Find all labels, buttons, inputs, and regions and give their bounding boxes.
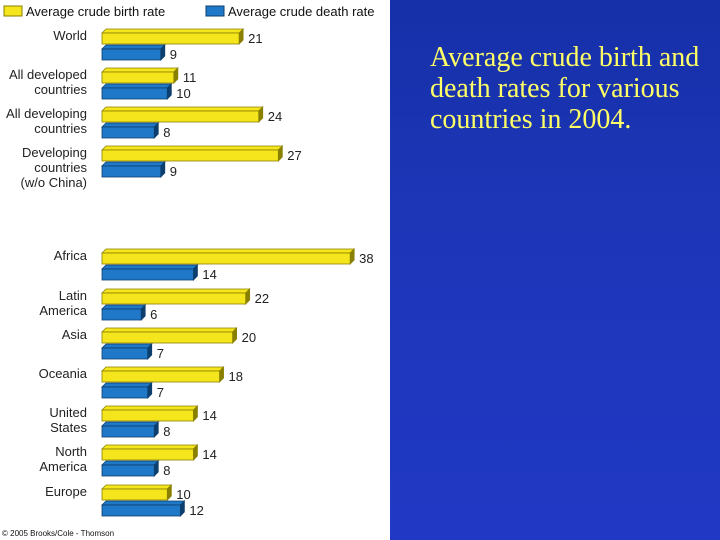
death-rate-value: 6 xyxy=(150,307,157,322)
birth-rate-bar xyxy=(101,145,284,162)
category-label: North America xyxy=(39,444,87,474)
death-rate-bar xyxy=(101,382,153,399)
death-rate-value: 14 xyxy=(202,267,216,282)
slide-caption: Average crude birth and death rates for … xyxy=(430,42,700,135)
birth-rate-value: 38 xyxy=(359,251,373,266)
legend-swatch-birth xyxy=(3,5,23,17)
death-rate-value: 9 xyxy=(170,164,177,179)
death-rate-value: 8 xyxy=(163,463,170,478)
death-rate-bar xyxy=(101,122,160,139)
death-rate-value: 8 xyxy=(163,125,170,140)
birth-rate-bar xyxy=(101,28,245,45)
death-rate-bar xyxy=(101,421,160,438)
birth-rate-value: 14 xyxy=(202,408,216,423)
death-rate-value: 10 xyxy=(176,86,190,101)
category-label: All developed countries xyxy=(9,67,88,97)
birth-rate-value: 24 xyxy=(268,109,282,124)
death-rate-value: 7 xyxy=(157,385,164,400)
category-label: World xyxy=(53,28,87,43)
death-rate-bar xyxy=(101,161,166,178)
category-label: Asia xyxy=(62,327,88,342)
bar-chart: Average crude birth rate Average crude d… xyxy=(2,4,374,538)
death-rate-value: 8 xyxy=(163,424,170,439)
death-rate-bar xyxy=(101,343,153,360)
birth-rate-value: 27 xyxy=(287,148,301,163)
category-label: Europe xyxy=(45,484,87,499)
death-rate-value: 12 xyxy=(189,503,203,518)
birth-rate-value: 11 xyxy=(183,70,197,85)
death-rate-bar xyxy=(101,460,160,477)
category-label: Developing countries (w/o China) xyxy=(21,145,88,190)
birth-rate-value: 20 xyxy=(242,330,256,345)
category-label: All developing countries xyxy=(6,106,87,136)
birth-rate-value: 14 xyxy=(202,447,216,462)
birth-rate-bar xyxy=(101,67,179,84)
legend: Average crude birth rate Average crude d… xyxy=(3,4,374,19)
birth-rate-bar xyxy=(101,484,173,501)
birth-rate-value: 21 xyxy=(248,31,262,46)
death-rate-bar xyxy=(101,264,199,281)
death-rate-value: 9 xyxy=(170,47,177,62)
legend-label-birth: Average crude birth rate xyxy=(26,4,165,19)
category-label: Oceania xyxy=(39,366,88,381)
chart-panel: Average crude birth rate Average crude d… xyxy=(2,4,375,538)
birth-rate-value: 18 xyxy=(229,369,243,384)
birth-rate-value: 22 xyxy=(255,291,269,306)
caption-panel: Average crude birth and death rates for … xyxy=(390,0,720,540)
category-label: Africa xyxy=(54,248,88,263)
birth-rate-bar xyxy=(101,106,264,123)
death-rate-value: 7 xyxy=(157,346,164,361)
birth-rate-value: 10 xyxy=(176,487,190,502)
category-label: Latin America xyxy=(39,288,87,318)
death-rate-bar xyxy=(101,44,166,61)
copyright-credit: © 2005 Brooks/Cole - Thomson xyxy=(2,529,114,538)
birth-rate-bar xyxy=(101,444,199,461)
death-rate-bar xyxy=(101,304,147,321)
death-rate-bar xyxy=(101,83,173,100)
legend-swatch-death xyxy=(205,5,225,17)
category-label: United States xyxy=(49,405,87,435)
birth-rate-bar xyxy=(101,248,356,265)
death-rate-bar xyxy=(101,500,186,517)
legend-label-death: Average crude death rate xyxy=(228,4,374,19)
birth-rate-bar xyxy=(101,327,238,344)
birth-rate-bar xyxy=(101,288,251,305)
birth-rate-bar xyxy=(101,405,199,422)
birth-rate-bar xyxy=(101,366,225,383)
